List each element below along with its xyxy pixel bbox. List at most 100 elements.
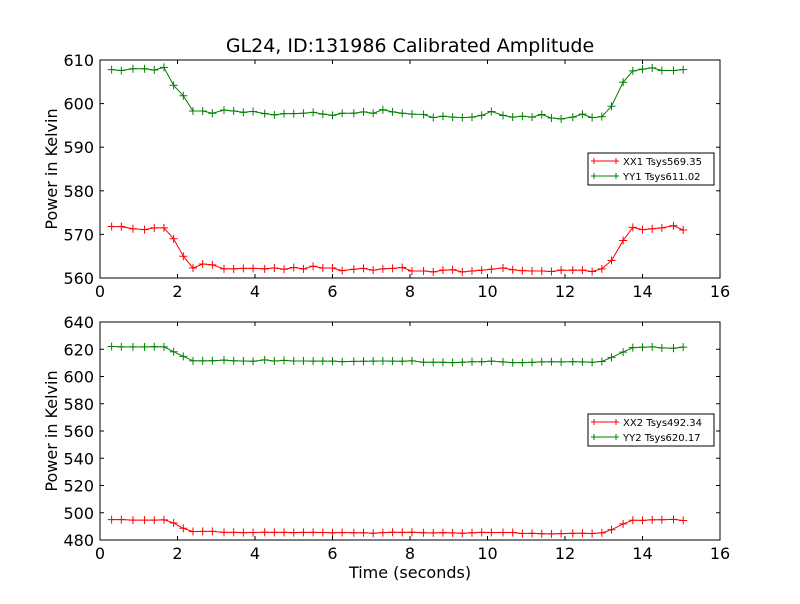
data-point bbox=[280, 265, 289, 274]
data-point bbox=[597, 357, 606, 366]
data-point bbox=[198, 356, 207, 365]
data-point bbox=[117, 222, 126, 231]
data-point bbox=[299, 356, 308, 365]
data-point bbox=[359, 357, 368, 366]
data-point bbox=[407, 110, 416, 119]
y-tick-label: 640 bbox=[63, 313, 94, 332]
data-point bbox=[260, 109, 269, 118]
data-point bbox=[260, 355, 269, 364]
data-point bbox=[429, 358, 438, 367]
data-point bbox=[128, 342, 137, 351]
data-point bbox=[208, 527, 217, 536]
y-tick-label: 620 bbox=[63, 340, 94, 359]
data-point bbox=[179, 352, 188, 361]
data-point bbox=[378, 356, 387, 365]
data-point bbox=[140, 64, 149, 73]
data-point bbox=[638, 516, 647, 525]
data-point bbox=[468, 113, 476, 122]
data-point bbox=[528, 529, 537, 538]
data-point bbox=[189, 356, 197, 365]
legend-marker bbox=[591, 158, 597, 164]
data-point bbox=[669, 515, 678, 524]
series-line bbox=[111, 66, 684, 120]
data-point bbox=[349, 357, 358, 366]
data-point bbox=[438, 528, 447, 537]
data-point bbox=[229, 356, 238, 365]
x-tick-label: 14 bbox=[632, 282, 652, 301]
legend-marker bbox=[591, 173, 597, 179]
series-2 bbox=[107, 63, 688, 123]
data-point bbox=[487, 528, 496, 537]
data-point bbox=[458, 358, 467, 367]
data-point bbox=[557, 529, 566, 538]
data-point bbox=[648, 342, 657, 351]
data-point bbox=[557, 114, 566, 123]
data-point bbox=[669, 66, 678, 75]
data-point bbox=[607, 102, 616, 111]
data-point bbox=[628, 223, 637, 232]
data-point bbox=[169, 347, 178, 356]
data-point bbox=[299, 109, 308, 118]
legend-marker bbox=[591, 434, 597, 440]
data-point bbox=[607, 353, 616, 362]
x-tick-label: 16 bbox=[710, 282, 730, 301]
x-tick-label: 0 bbox=[95, 544, 105, 563]
data-point bbox=[198, 107, 207, 116]
legend: XX2 Tsys492.34 YY2 Tsys620.17 bbox=[587, 413, 715, 447]
data-point bbox=[208, 356, 217, 365]
x-axis-label: Time (seconds) bbox=[348, 563, 471, 582]
data-point bbox=[328, 357, 337, 366]
data-point bbox=[419, 358, 428, 367]
x-tick-label: 0 bbox=[95, 282, 105, 301]
y-tick-label: 560 bbox=[63, 422, 94, 441]
data-point bbox=[249, 107, 258, 116]
data-point bbox=[429, 113, 438, 122]
data-point bbox=[239, 356, 248, 365]
x-tick-label: 6 bbox=[327, 282, 337, 301]
data-point bbox=[289, 356, 298, 365]
series-line bbox=[111, 225, 684, 273]
data-point bbox=[528, 113, 537, 122]
data-point bbox=[349, 265, 358, 274]
data-point bbox=[657, 343, 666, 352]
data-point bbox=[140, 225, 149, 234]
data-point bbox=[607, 256, 616, 265]
data-point bbox=[669, 344, 678, 353]
data-point bbox=[260, 264, 269, 273]
data-point bbox=[487, 107, 496, 116]
series-1 bbox=[107, 515, 688, 538]
data-point bbox=[150, 66, 159, 75]
data-point bbox=[429, 528, 438, 537]
data-point bbox=[369, 109, 378, 118]
data-point bbox=[458, 113, 467, 122]
x-tick-label: 10 bbox=[477, 282, 497, 301]
data-point bbox=[657, 66, 666, 75]
data-point bbox=[557, 357, 566, 366]
data-point bbox=[299, 264, 308, 273]
data-point bbox=[638, 225, 647, 234]
data-point bbox=[477, 528, 486, 537]
data-point bbox=[198, 527, 207, 536]
data-point bbox=[179, 524, 188, 533]
data-point bbox=[679, 226, 688, 235]
data-point bbox=[619, 519, 628, 528]
data-point bbox=[508, 528, 517, 537]
subplot-1: 0 2 4 6 8 10 12 14 16 560 570 580 590 600 610 Power in … bbox=[42, 51, 730, 301]
data-point bbox=[388, 107, 397, 116]
data-point bbox=[499, 357, 507, 366]
y-tick-label: 580 bbox=[63, 182, 94, 201]
data-point bbox=[508, 265, 517, 274]
data-point bbox=[388, 357, 397, 366]
data-point bbox=[189, 527, 197, 536]
data-point bbox=[369, 357, 378, 366]
data-point bbox=[448, 265, 457, 274]
data-point bbox=[128, 64, 137, 73]
data-point bbox=[169, 81, 178, 90]
data-point bbox=[407, 528, 416, 537]
data-point bbox=[588, 529, 597, 538]
data-point bbox=[588, 113, 597, 122]
x-tick-label: 12 bbox=[555, 544, 575, 563]
y-tick-label: 570 bbox=[63, 225, 94, 244]
